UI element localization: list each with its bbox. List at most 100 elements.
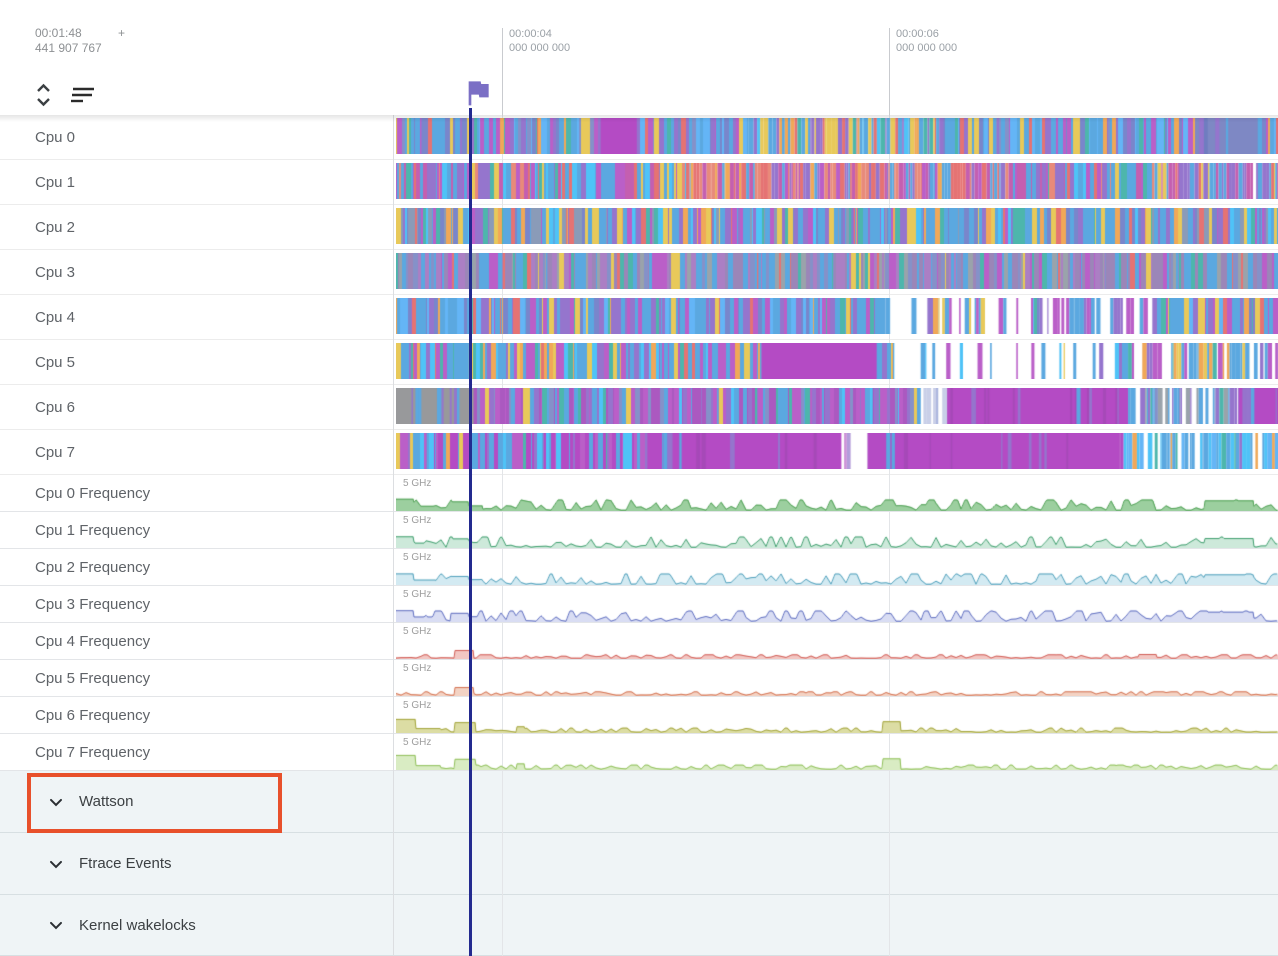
track-label-cpu-0-frequency[interactable]: Cpu 0 Frequency	[0, 475, 393, 511]
track-row-cpu-6-frequency[interactable]: Cpu 6 Frequency 5 GHz	[0, 697, 1278, 734]
cpu-5-sched-canvas[interactable]	[396, 343, 1278, 379]
track-label-text: Cpu 5 Frequency	[35, 669, 151, 687]
cpu-3-frequency-canvas[interactable]	[396, 586, 1278, 622]
track-pane: 5 GHz	[393, 697, 1278, 733]
flag-icon[interactable]	[462, 76, 494, 113]
cpu-6-frequency-canvas[interactable]	[396, 697, 1278, 733]
timestamp-marker-line[interactable]	[469, 108, 472, 956]
chevron-down-icon[interactable]	[46, 792, 66, 812]
track-label-cpu-2[interactable]: Cpu 2	[0, 205, 393, 249]
cpu-2-sched-canvas[interactable]	[396, 208, 1278, 244]
ruler-tick	[889, 28, 890, 115]
group-row-wattson[interactable]: Wattson	[0, 771, 1278, 833]
cpu-2-frequency-canvas[interactable]	[396, 549, 1278, 585]
viewport-time-primary: 00:01:48	[35, 26, 82, 40]
track-pane: 5 GHz	[393, 549, 1278, 585]
track-pane	[393, 115, 1278, 159]
track-label-cpu-6-frequency[interactable]: Cpu 6 Frequency	[0, 697, 393, 733]
track-label-text: Cpu 6	[35, 398, 76, 416]
track-label-text: Cpu 4 Frequency	[35, 632, 151, 650]
cpu-0-sched-canvas[interactable]	[396, 118, 1278, 154]
cpu-0-frequency-canvas[interactable]	[396, 475, 1278, 511]
track-label-cpu-3-frequency[interactable]: Cpu 3 Frequency	[0, 586, 393, 622]
track-label-cpu-3[interactable]: Cpu 3	[0, 250, 393, 294]
track-label-text: Cpu 3	[35, 263, 76, 281]
group-label-text: Wattson	[79, 793, 134, 810]
track-pane: 5 GHz	[393, 512, 1278, 548]
track-pane: 5 GHz	[393, 734, 1278, 770]
track-label-text: Cpu 2	[35, 218, 76, 236]
cpu-1-frequency-canvas[interactable]	[396, 512, 1278, 548]
track-pane	[393, 295, 1278, 339]
track-row-cpu-2[interactable]: Cpu 2	[0, 205, 1278, 250]
group-row-ftrace-events[interactable]: Ftrace Events	[0, 833, 1278, 895]
cpu-3-sched-canvas[interactable]	[396, 253, 1278, 289]
track-label-text: Cpu 0 Frequency	[35, 484, 151, 502]
track-label-cpu-4-frequency[interactable]: Cpu 4 Frequency	[0, 623, 393, 659]
track-pane	[393, 205, 1278, 249]
track-row-cpu-5[interactable]: Cpu 5	[0, 340, 1278, 385]
track-row-cpu-1[interactable]: Cpu 1	[0, 160, 1278, 205]
unfold-more-icon[interactable]	[33, 82, 54, 108]
pane-divider	[393, 28, 394, 956]
track-label-cpu-0[interactable]: Cpu 0	[0, 115, 393, 159]
track-row-cpu-0-frequency[interactable]: Cpu 0 Frequency 5 GHz	[0, 475, 1278, 512]
viewport-timestamp: 00:01:48 + 441 907 767	[35, 26, 125, 56]
track-label-cpu-2-frequency[interactable]: Cpu 2 Frequency	[0, 549, 393, 585]
track-row-cpu-3[interactable]: Cpu 3	[0, 250, 1278, 295]
sort-icon[interactable]	[68, 85, 96, 105]
track-label-cpu-1[interactable]: Cpu 1	[0, 160, 393, 204]
track-row-cpu-5-frequency[interactable]: Cpu 5 Frequency 5 GHz	[0, 660, 1278, 697]
track-row-cpu-3-frequency[interactable]: Cpu 3 Frequency 5 GHz	[0, 586, 1278, 623]
track-row-cpu-2-frequency[interactable]: Cpu 2 Frequency 5 GHz	[0, 549, 1278, 586]
track-pane: 5 GHz	[393, 623, 1278, 659]
track-label-text: Cpu 0	[35, 128, 76, 146]
track-label-text: Cpu 1	[35, 173, 76, 191]
cpu-7-frequency-canvas[interactable]	[396, 734, 1278, 770]
track-row-cpu-0[interactable]: Cpu 0	[0, 115, 1278, 160]
track-label-cpu-5[interactable]: Cpu 5	[0, 340, 393, 384]
ruler-tick-label: 00:00:04 000 000 000	[509, 28, 571, 54]
track-pane	[393, 385, 1278, 429]
group-label-text: Kernel wakelocks	[79, 916, 196, 934]
group-header-wattson[interactable]: Wattson	[0, 771, 393, 832]
track-label-text: Cpu 1 Frequency	[35, 521, 151, 539]
chevron-down-icon[interactable]	[46, 915, 66, 935]
cpu-1-sched-canvas[interactable]	[396, 163, 1278, 199]
track-row-cpu-1-frequency[interactable]: Cpu 1 Frequency 5 GHz	[0, 512, 1278, 549]
track-row-cpu-7[interactable]: Cpu 7	[0, 430, 1278, 475]
track-row-cpu-7-frequency[interactable]: Cpu 7 Frequency 5 GHz	[0, 734, 1278, 771]
viewport-time-secondary: 441 907 767	[35, 41, 102, 55]
group-row-kernel-wakelocks[interactable]: Kernel wakelocks	[0, 895, 1278, 956]
track-label-cpu-7[interactable]: Cpu 7	[0, 430, 393, 474]
track-pane	[393, 340, 1278, 384]
cpu-7-sched-canvas[interactable]	[396, 433, 1278, 469]
ruler-tick-label: 00:00:06 000 000 000	[896, 28, 958, 54]
track-row-cpu-4-frequency[interactable]: Cpu 4 Frequency 5 GHz	[0, 623, 1278, 660]
group-header-kernel-wakelocks[interactable]: Kernel wakelocks	[0, 895, 393, 955]
cpu-4-frequency-canvas[interactable]	[396, 623, 1278, 659]
cpu-6-sched-canvas[interactable]	[396, 388, 1278, 424]
track-label-text: Cpu 4	[35, 308, 76, 326]
track-pane	[393, 430, 1278, 474]
cpu-5-frequency-canvas[interactable]	[396, 660, 1278, 696]
track-pane: 5 GHz	[393, 660, 1278, 696]
track-label-cpu-5-frequency[interactable]: Cpu 5 Frequency	[0, 660, 393, 696]
track-label-cpu-7-frequency[interactable]: Cpu 7 Frequency	[0, 734, 393, 770]
cpu-4-sched-canvas[interactable]	[396, 298, 1278, 334]
chevron-down-icon[interactable]	[46, 854, 66, 874]
track-row-cpu-4[interactable]: Cpu 4	[0, 295, 1278, 340]
group-header-ftrace-events[interactable]: Ftrace Events	[0, 833, 393, 894]
track-label-cpu-6[interactable]: Cpu 6	[0, 385, 393, 429]
track-label-text: Cpu 7	[35, 443, 76, 461]
track-pane	[393, 160, 1278, 204]
track-label-text: Cpu 5	[35, 353, 76, 371]
track-label-text: Cpu 6 Frequency	[35, 706, 151, 724]
track-label-text: Cpu 7 Frequency	[35, 743, 151, 761]
viewport-time-plus: +	[117, 26, 125, 40]
track-label-cpu-4[interactable]: Cpu 4	[0, 295, 393, 339]
track-row-cpu-6[interactable]: Cpu 6	[0, 385, 1278, 430]
track-pane: 5 GHz	[393, 586, 1278, 622]
track-label-cpu-1-frequency[interactable]: Cpu 1 Frequency	[0, 512, 393, 548]
